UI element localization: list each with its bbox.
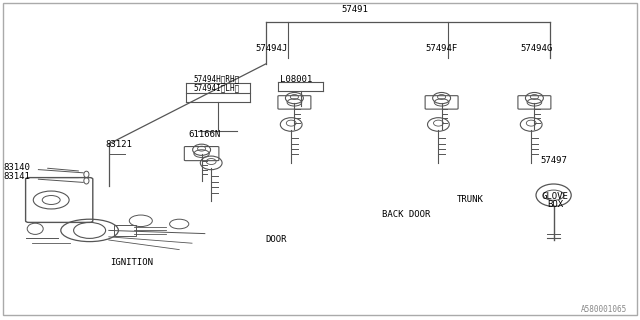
Text: 83140: 83140 [3, 163, 30, 172]
Text: 57494I〈LH〉: 57494I〈LH〉 [193, 84, 239, 93]
Text: BACK DOOR: BACK DOOR [382, 210, 431, 219]
Text: DOOR: DOOR [266, 235, 287, 244]
Text: BOX: BOX [547, 200, 563, 209]
Text: IGNITION: IGNITION [109, 258, 153, 267]
Text: 57494G: 57494G [520, 44, 552, 53]
Text: TRUNK: TRUNK [457, 195, 484, 204]
Text: 57494F: 57494F [426, 44, 458, 53]
Text: 57497: 57497 [540, 156, 567, 165]
Text: 57491: 57491 [342, 5, 369, 14]
Text: 83121: 83121 [106, 140, 132, 149]
Text: 57494H〈RH〉: 57494H〈RH〉 [193, 75, 239, 84]
Text: 57494J: 57494J [256, 44, 288, 53]
Text: GLOVE: GLOVE [541, 192, 568, 201]
Text: 83141: 83141 [3, 172, 30, 181]
Text: A580001065: A580001065 [581, 305, 627, 314]
Text: L08001: L08001 [280, 75, 312, 84]
Text: 61166N: 61166N [189, 130, 221, 139]
